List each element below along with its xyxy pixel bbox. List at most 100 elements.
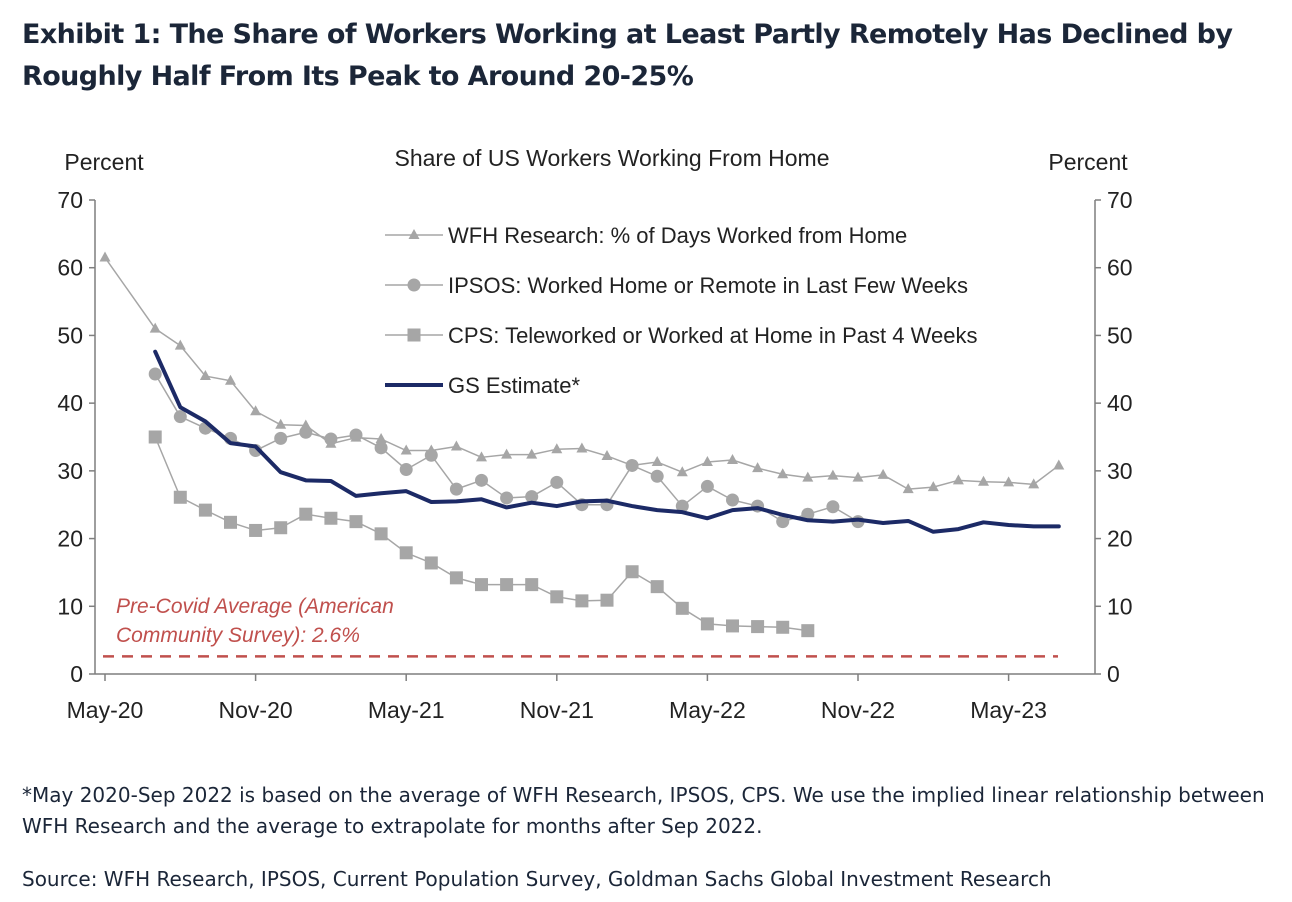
series-group	[99, 251, 1065, 638]
right-y-tick-label: 30	[1107, 458, 1133, 484]
data-point	[700, 617, 714, 631]
data-point	[1028, 478, 1040, 489]
data-point	[726, 493, 739, 507]
exhibit-title: Exhibit 1: The Share of Workers Working …	[22, 19, 1233, 92]
data-point	[726, 619, 739, 633]
right-y-tick-label: 50	[1107, 322, 1133, 348]
data-point	[625, 458, 639, 472]
x-tick-label: Nov-22	[821, 697, 895, 723]
data-point	[324, 511, 338, 525]
x-tick-label: Nov-20	[219, 697, 293, 723]
data-point	[349, 428, 363, 442]
data-point	[877, 468, 889, 479]
legend-item: IPSOS: Worked Home or Remote in Last Few…	[385, 273, 968, 298]
data-point	[199, 370, 211, 381]
data-point	[99, 251, 111, 262]
data-point	[198, 503, 212, 517]
data-point	[525, 490, 539, 504]
right-y-tick-label: 10	[1107, 593, 1133, 619]
data-point	[576, 442, 588, 453]
data-point	[225, 374, 236, 385]
data-point	[173, 490, 187, 504]
right-y-tick-label: 40	[1107, 390, 1133, 416]
data-point	[274, 431, 288, 445]
data-point	[450, 440, 462, 451]
data-point	[550, 475, 564, 489]
data-point	[500, 491, 514, 505]
data-point	[927, 481, 939, 492]
x-tick-label: May-22	[669, 697, 746, 723]
left-axis-unit-label: Percent	[64, 149, 144, 175]
right-y-tick-label: 20	[1107, 526, 1133, 552]
data-point	[700, 479, 714, 493]
legend-item: WFH Research: % of Days Worked from Home	[385, 223, 907, 248]
data-point	[173, 410, 187, 424]
data-point	[575, 594, 589, 608]
data-point	[148, 430, 162, 444]
right-y-tick-label: 60	[1107, 255, 1133, 281]
data-point	[601, 449, 613, 460]
left-y-tick-label: 60	[57, 255, 83, 281]
data-point	[224, 515, 237, 529]
x-tick-label: Nov-21	[520, 697, 594, 723]
series-wfh-research-of-days-worked-from-home	[99, 251, 1065, 494]
data-point	[727, 454, 738, 465]
data-point	[174, 339, 186, 350]
left-y-tick-label: 0	[70, 661, 83, 687]
data-point	[526, 448, 538, 459]
x-tick-label: May-21	[368, 697, 445, 723]
data-point	[675, 499, 689, 513]
data-point	[952, 474, 964, 485]
data-point	[424, 448, 438, 462]
pre-covid-annotation-line: Pre-Covid Average (American	[116, 595, 394, 618]
data-point	[551, 443, 563, 454]
data-point	[1003, 476, 1015, 487]
right-y-tick-label: 0	[1107, 661, 1120, 687]
data-point	[148, 367, 162, 381]
reference-line-group: Pre-Covid Average (American Community Sur…	[103, 595, 1058, 658]
left-y-tick-label: 40	[57, 390, 83, 416]
data-point	[826, 500, 840, 514]
legend-item: CPS: Teleworked or Worked at Home in Pas…	[385, 323, 977, 348]
axes: 0 0 10 10 20 20 30 30 40 40 50 50 60 60 70 70 May-20 Nov-…	[57, 187, 1132, 723]
data-point	[902, 483, 914, 494]
data-point	[349, 515, 363, 529]
left-y-tick-label: 50	[57, 322, 83, 348]
x-tick-label: May-20	[67, 697, 144, 723]
legend-label: CPS: Teleworked or Worked at Home in Pas…	[448, 323, 977, 348]
series-cps-teleworked-or-worked-at-home-in-past-4-weeks	[148, 430, 815, 638]
series-line	[153, 349, 1061, 534]
data-point	[752, 462, 764, 473]
data-point	[476, 451, 487, 462]
right-y-tick-label: 70	[1107, 187, 1133, 213]
data-point	[375, 433, 387, 444]
legend-swatch-marker	[407, 278, 421, 292]
data-point	[550, 590, 564, 604]
legend-item: GS Estimate*	[385, 373, 580, 398]
data-point	[475, 473, 488, 487]
data-point	[299, 507, 313, 521]
data-point	[249, 523, 263, 537]
data-point	[374, 527, 388, 541]
data-point	[475, 578, 488, 592]
data-point	[802, 471, 814, 482]
legend: WFH Research: % of Days Worked from Home…	[385, 223, 977, 398]
data-point	[501, 448, 513, 459]
right-axis-unit-label: Percent	[1048, 149, 1128, 175]
data-point	[299, 425, 313, 439]
data-point	[777, 468, 789, 479]
pre-covid-annotation-line: Community Survey): 2.6%	[116, 624, 360, 647]
data-point	[801, 507, 815, 521]
data-point	[676, 466, 688, 477]
data-point	[250, 405, 262, 416]
data-point	[525, 578, 539, 592]
footnote: *May 2020-Sep 2022 is based on the avera…	[22, 783, 1265, 838]
series-gs-estimate	[153, 349, 1061, 534]
data-point	[449, 482, 463, 496]
data-point	[801, 624, 815, 638]
legend-label: IPSOS: Worked Home or Remote in Last Few…	[448, 273, 968, 298]
left-y-tick-label: 70	[57, 187, 83, 213]
wfh-line-chart: Share of US Workers Working From Home Pe…	[57, 145, 1132, 723]
data-point	[751, 620, 765, 634]
legend-swatch-marker	[407, 328, 421, 342]
